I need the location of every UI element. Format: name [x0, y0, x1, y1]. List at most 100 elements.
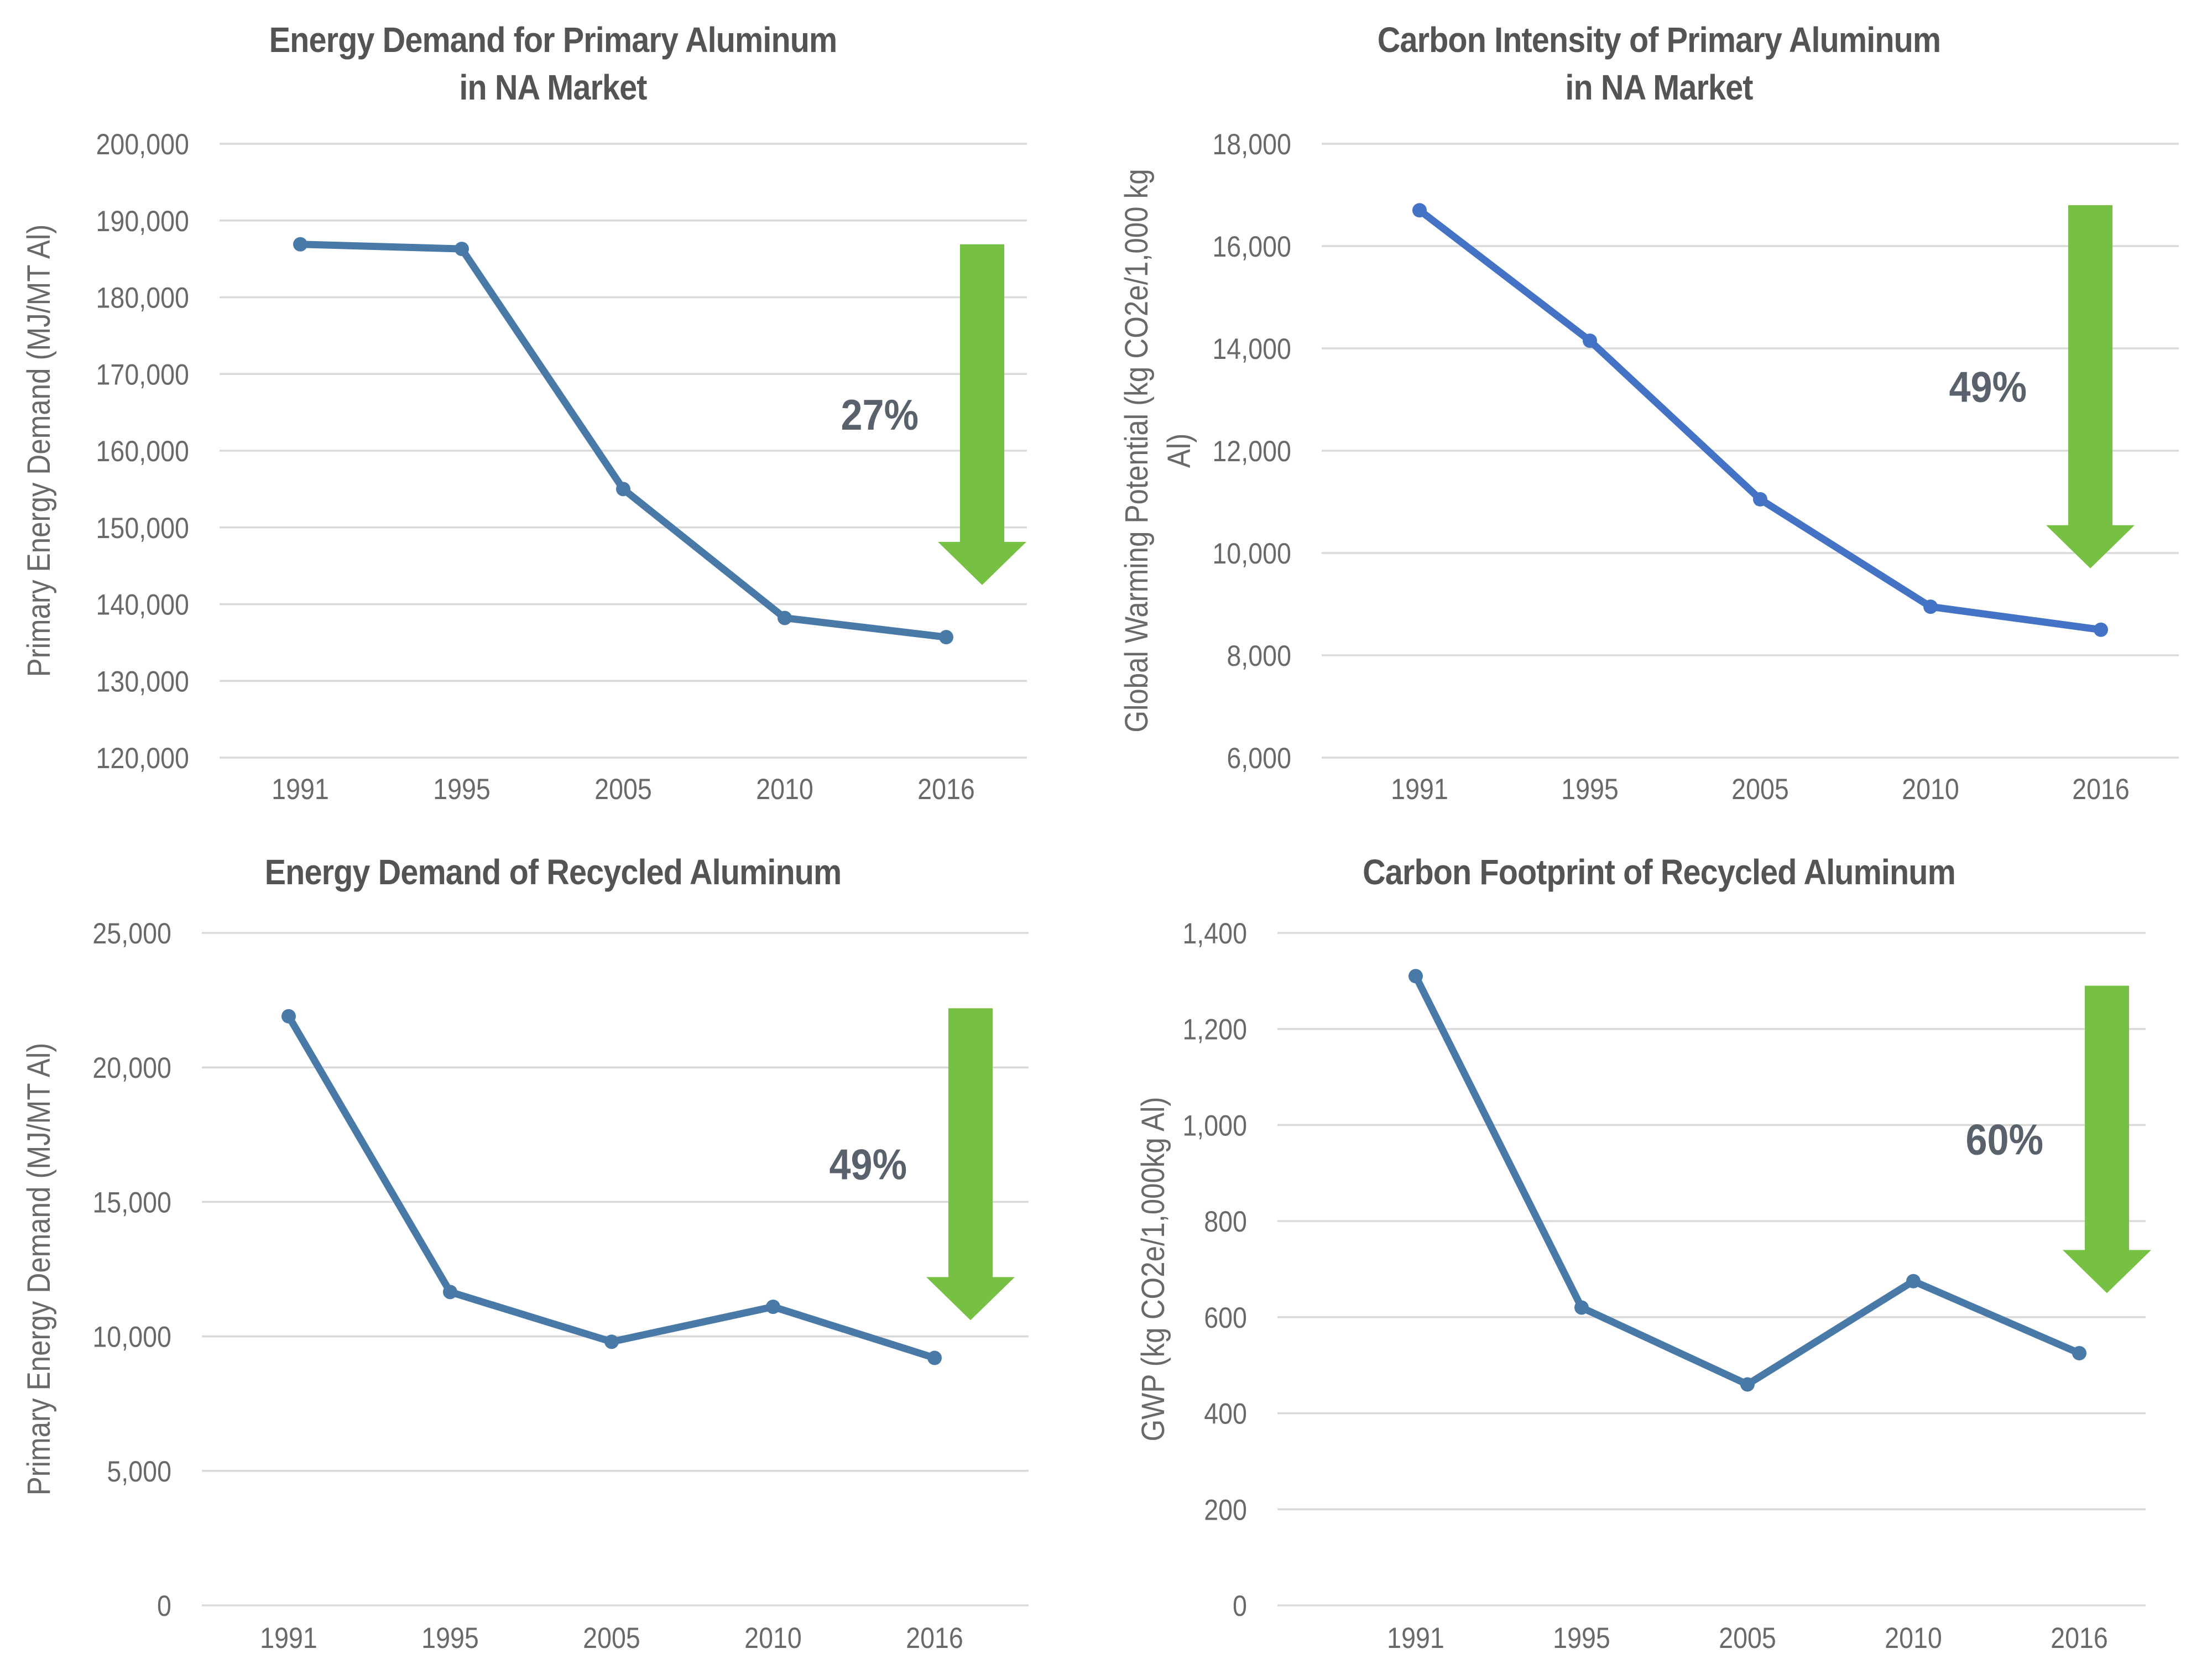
decline-percent-label: 49% [1949, 363, 2027, 411]
decline-percent-label: 49% [830, 1140, 907, 1188]
x-tick-label: 1995 [1561, 773, 1619, 805]
chart-title-line: in NA Market [459, 67, 647, 107]
x-tick-label: 1991 [260, 1621, 317, 1654]
y-tick-label: 0 [157, 1589, 171, 1622]
chart-energy-demand-primary: Energy Demand for Primary Aluminum in NA … [0, 0, 1106, 830]
chart-title-line: Energy Demand for Primary Aluminum [269, 20, 838, 60]
data-point [281, 1009, 296, 1024]
x-tick-label: 1991 [1387, 1621, 1444, 1654]
chart-title-line: Carbon Intensity of Primary Aluminum [1377, 20, 1941, 60]
y-tick-label: 8,000 [1227, 639, 1291, 672]
data-point [604, 1334, 619, 1349]
y-axis-title: Primary Energy Demand (MJ/MT Al) [21, 225, 57, 677]
y-axis-title: Global Warming Potential (kg CO2e/1,000 … [1119, 169, 1155, 732]
data-point [1740, 1377, 1755, 1392]
x-tick-label: 1991 [272, 773, 329, 805]
y-tick-label: 140,000 [96, 588, 189, 621]
chart-carbon-footprint-recycled: Carbon Footprint of Recycled Aluminum 1,4… [1106, 830, 2212, 1659]
y-tick-label: 10,000 [92, 1321, 171, 1353]
y-tick-label: 130,000 [96, 665, 189, 697]
chart-title: Carbon Intensity of Primary Aluminum in N… [1161, 16, 2157, 111]
data-point [1906, 1274, 1921, 1288]
y-tick-label: 20,000 [92, 1051, 171, 1084]
chart-energy-demand-recycled: Energy Demand of Recycled Aluminum 25,000… [0, 830, 1106, 1659]
y-axis-title: Al) [1161, 434, 1197, 468]
data-point [1923, 599, 1938, 614]
data-point [1583, 333, 1597, 348]
data-point [443, 1285, 457, 1300]
y-tick-label: 600 [1204, 1301, 1247, 1334]
x-tick-label: 1991 [1391, 773, 1448, 805]
y-tick-label: 10,000 [1212, 537, 1291, 570]
y-tick-label: 16,000 [1212, 230, 1291, 263]
x-tick-label: 2005 [583, 1621, 640, 1654]
data-point [766, 1300, 780, 1314]
data-point [1574, 1300, 1589, 1315]
decline-arrow-icon [926, 1008, 1015, 1321]
y-tick-label: 1,000 [1182, 1109, 1247, 1142]
y-axis-title: GWP (kg CO2e/1,000kg Al) [1135, 1097, 1171, 1441]
data-point [1753, 492, 1767, 507]
data-point [1408, 969, 1423, 984]
y-tick-label: 1,400 [1182, 917, 1247, 950]
data-point [1412, 203, 1427, 218]
y-tick-label: 190,000 [96, 205, 189, 237]
chart-title-line: Carbon Footprint of Recycled Aluminum [1363, 852, 1956, 892]
x-tick-label: 2005 [1719, 1621, 1776, 1654]
data-point [927, 1350, 942, 1365]
data-point [778, 611, 792, 625]
data-point [2072, 1346, 2086, 1360]
plot-area: 18,000 16,000 14,000 12,000 10,000 8,000 6,000… [1119, 128, 2179, 806]
chart-title: Energy Demand of Recycled Aluminum [55, 848, 1051, 896]
y-tick-label: 6,000 [1227, 742, 1291, 774]
y-tick-label: 0 [1233, 1589, 1247, 1622]
data-point [293, 237, 307, 252]
decline-percent-label: 27% [841, 390, 919, 439]
x-tick-label: 2016 [917, 773, 975, 805]
data-point [455, 242, 469, 257]
chart-title: Carbon Footprint of Recycled Aluminum [1161, 848, 2157, 896]
plot-area: 1,400 1,200 1,000 800 600 400 200 0 1991 1995 2005… [1135, 917, 2151, 1655]
y-tick-label: 180,000 [96, 281, 189, 314]
y-tick-label: 14,000 [1212, 332, 1291, 365]
y-tick-label: 150,000 [96, 512, 189, 544]
decline-percent-label: 60% [1966, 1115, 2043, 1164]
y-tick-label: 15,000 [92, 1186, 171, 1219]
x-tick-label: 1995 [1553, 1621, 1610, 1654]
decline-arrow-icon [2063, 985, 2151, 1293]
x-tick-label: 2010 [1885, 1621, 1942, 1654]
x-tick-label: 1995 [433, 773, 491, 805]
y-tick-label: 800 [1204, 1205, 1247, 1238]
y-tick-label: 5,000 [107, 1455, 171, 1488]
data-point [616, 482, 630, 497]
x-tick-label: 2010 [1902, 773, 1959, 805]
chart-title-line: in NA Market [1565, 67, 1753, 107]
y-tick-label: 400 [1204, 1397, 1247, 1430]
chart-title-line: Energy Demand of Recycled Aluminum [264, 852, 842, 892]
chart-carbon-intensity-primary: Carbon Intensity of Primary Aluminum in N… [1106, 0, 2212, 830]
y-tick-label: 1,200 [1182, 1013, 1247, 1046]
y-tick-label: 200 [1204, 1494, 1247, 1526]
data-series-line [1417, 207, 2101, 634]
y-tick-label: 25,000 [92, 917, 171, 950]
x-tick-label: 2005 [594, 773, 652, 805]
x-tick-label: 2016 [906, 1621, 963, 1654]
x-tick-label: 2010 [744, 1621, 802, 1654]
decline-arrow-icon [938, 244, 1026, 585]
y-tick-label: 12,000 [1212, 435, 1291, 467]
x-tick-label: 2016 [2072, 773, 2130, 805]
y-tick-label: 200,000 [96, 128, 189, 160]
y-tick-label: 18,000 [1212, 128, 1291, 160]
x-tick-label: 2016 [2051, 1621, 2108, 1654]
data-point [939, 630, 953, 645]
y-tick-label: 170,000 [96, 358, 189, 390]
y-tick-label: 120,000 [96, 742, 189, 774]
y-tick-label: 160,000 [96, 435, 189, 467]
y-axis-title: Primary Energy Demand (MJ/MT Al) [21, 1043, 57, 1496]
decline-arrow-icon [2046, 205, 2135, 568]
x-tick-label: 2005 [1731, 773, 1789, 805]
plot-area: 25,000 20,000 15,000 10,000 5,000 0 1991 1995 20… [21, 917, 1029, 1655]
data-series-line [1412, 974, 2081, 1388]
chart-title: Energy Demand for Primary Aluminum in NA … [55, 16, 1051, 111]
